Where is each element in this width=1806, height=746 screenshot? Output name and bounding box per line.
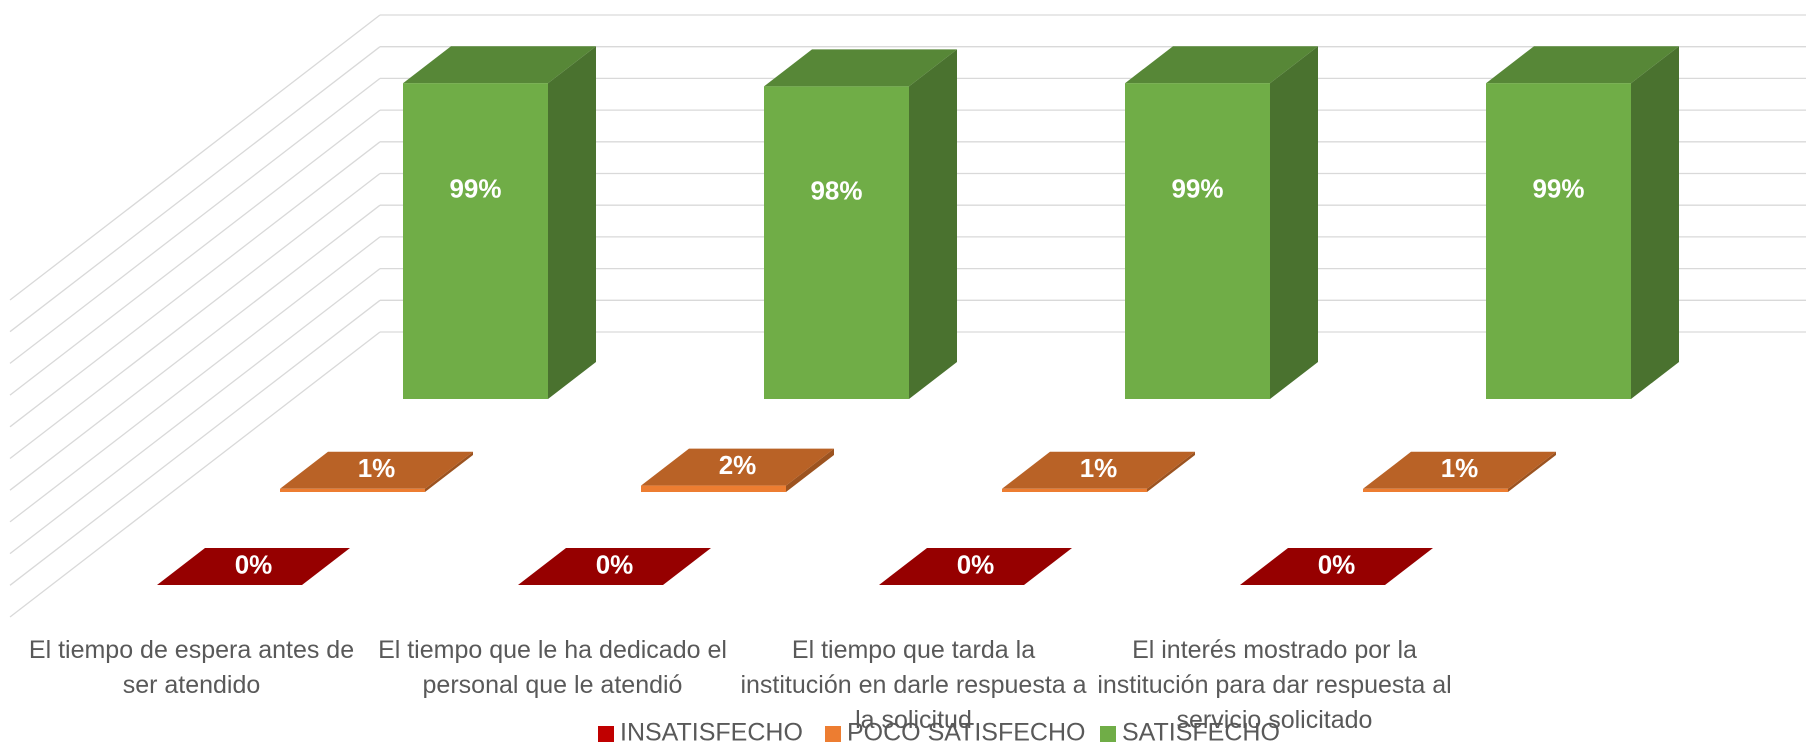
bar-top: [518, 548, 711, 585]
bar-front: [641, 485, 786, 492]
value-label: 0%: [596, 549, 634, 579]
value-label: 1%: [1080, 453, 1118, 483]
value-label: 99%: [1532, 173, 1584, 203]
floor-line: [9, 46, 381, 333]
bar-side: [1631, 46, 1679, 399]
floor-line: [9, 141, 381, 428]
bar-top: [641, 448, 834, 486]
value-label: 0%: [235, 549, 273, 579]
bar: [641, 448, 834, 492]
legend-swatch: [1100, 726, 1116, 742]
floor-line: [9, 299, 381, 586]
bar: [403, 46, 596, 399]
bar: [879, 548, 1072, 585]
x-tick-label: El interés mostrado por la institución p…: [1097, 636, 1452, 734]
bar-top: [403, 46, 596, 84]
x-tick-label: El tiempo que tarda la institución en da…: [740, 636, 1087, 734]
bar-front: [1486, 83, 1631, 399]
value-label: 99%: [1171, 173, 1223, 203]
floor-line: [9, 172, 381, 460]
legend-label: INSATISFECHO: [620, 719, 803, 746]
value-label: 2%: [719, 450, 757, 480]
x-tick-label: El tiempo de espera antes de ser atendid…: [28, 636, 355, 699]
bar-top: [1240, 548, 1433, 585]
bar-side: [909, 49, 957, 399]
bar-front: [1125, 83, 1270, 399]
legend-label: SATISFECHO: [1122, 719, 1280, 746]
floor-line: [9, 109, 381, 396]
bar-side: [1270, 46, 1318, 399]
value-label: 1%: [358, 453, 396, 483]
bar-side: [548, 46, 596, 399]
bar: [764, 49, 957, 399]
bar-front: [280, 488, 425, 492]
floor-line: [9, 204, 381, 491]
bar-front: [1002, 488, 1147, 492]
x-tick-label: El tiempo que le ha dedicado el personal…: [378, 636, 727, 699]
bar-side: [1508, 451, 1556, 492]
bar: [1486, 46, 1679, 399]
bar-side: [425, 451, 473, 492]
bar: [1363, 451, 1556, 492]
bar-top: [1363, 451, 1556, 489]
legend-swatch: [598, 726, 614, 742]
bar: [1002, 451, 1195, 492]
bar: [518, 548, 711, 585]
value-label: 98%: [810, 176, 862, 206]
value-label: 1%: [1441, 453, 1479, 483]
value-label: 0%: [957, 549, 995, 579]
bar-top: [879, 548, 1072, 585]
bar-top: [1486, 46, 1679, 84]
value-label: 99%: [449, 173, 501, 203]
bar-top: [280, 451, 473, 489]
bar: [1240, 548, 1433, 585]
bar-top: [1125, 46, 1318, 84]
bar-top: [764, 49, 957, 87]
bar: [280, 451, 473, 492]
bar-side: [1147, 451, 1195, 492]
bar-front: [403, 83, 548, 399]
legend-swatch: [825, 726, 841, 742]
bar-front: [1363, 488, 1508, 492]
floor-line: [9, 236, 381, 523]
bar-front: [764, 86, 909, 399]
floor-line: [9, 268, 381, 555]
floor-line: [9, 77, 381, 364]
bar: [157, 548, 350, 585]
floor-line: [9, 331, 381, 618]
bar: [1125, 46, 1318, 399]
legend-label: POCO SATISFECHO: [847, 719, 1085, 746]
bar-side: [786, 448, 834, 492]
value-label: 0%: [1318, 549, 1356, 579]
bar-top: [157, 548, 350, 585]
floor-line: [9, 14, 381, 301]
bar-top: [1002, 451, 1195, 489]
